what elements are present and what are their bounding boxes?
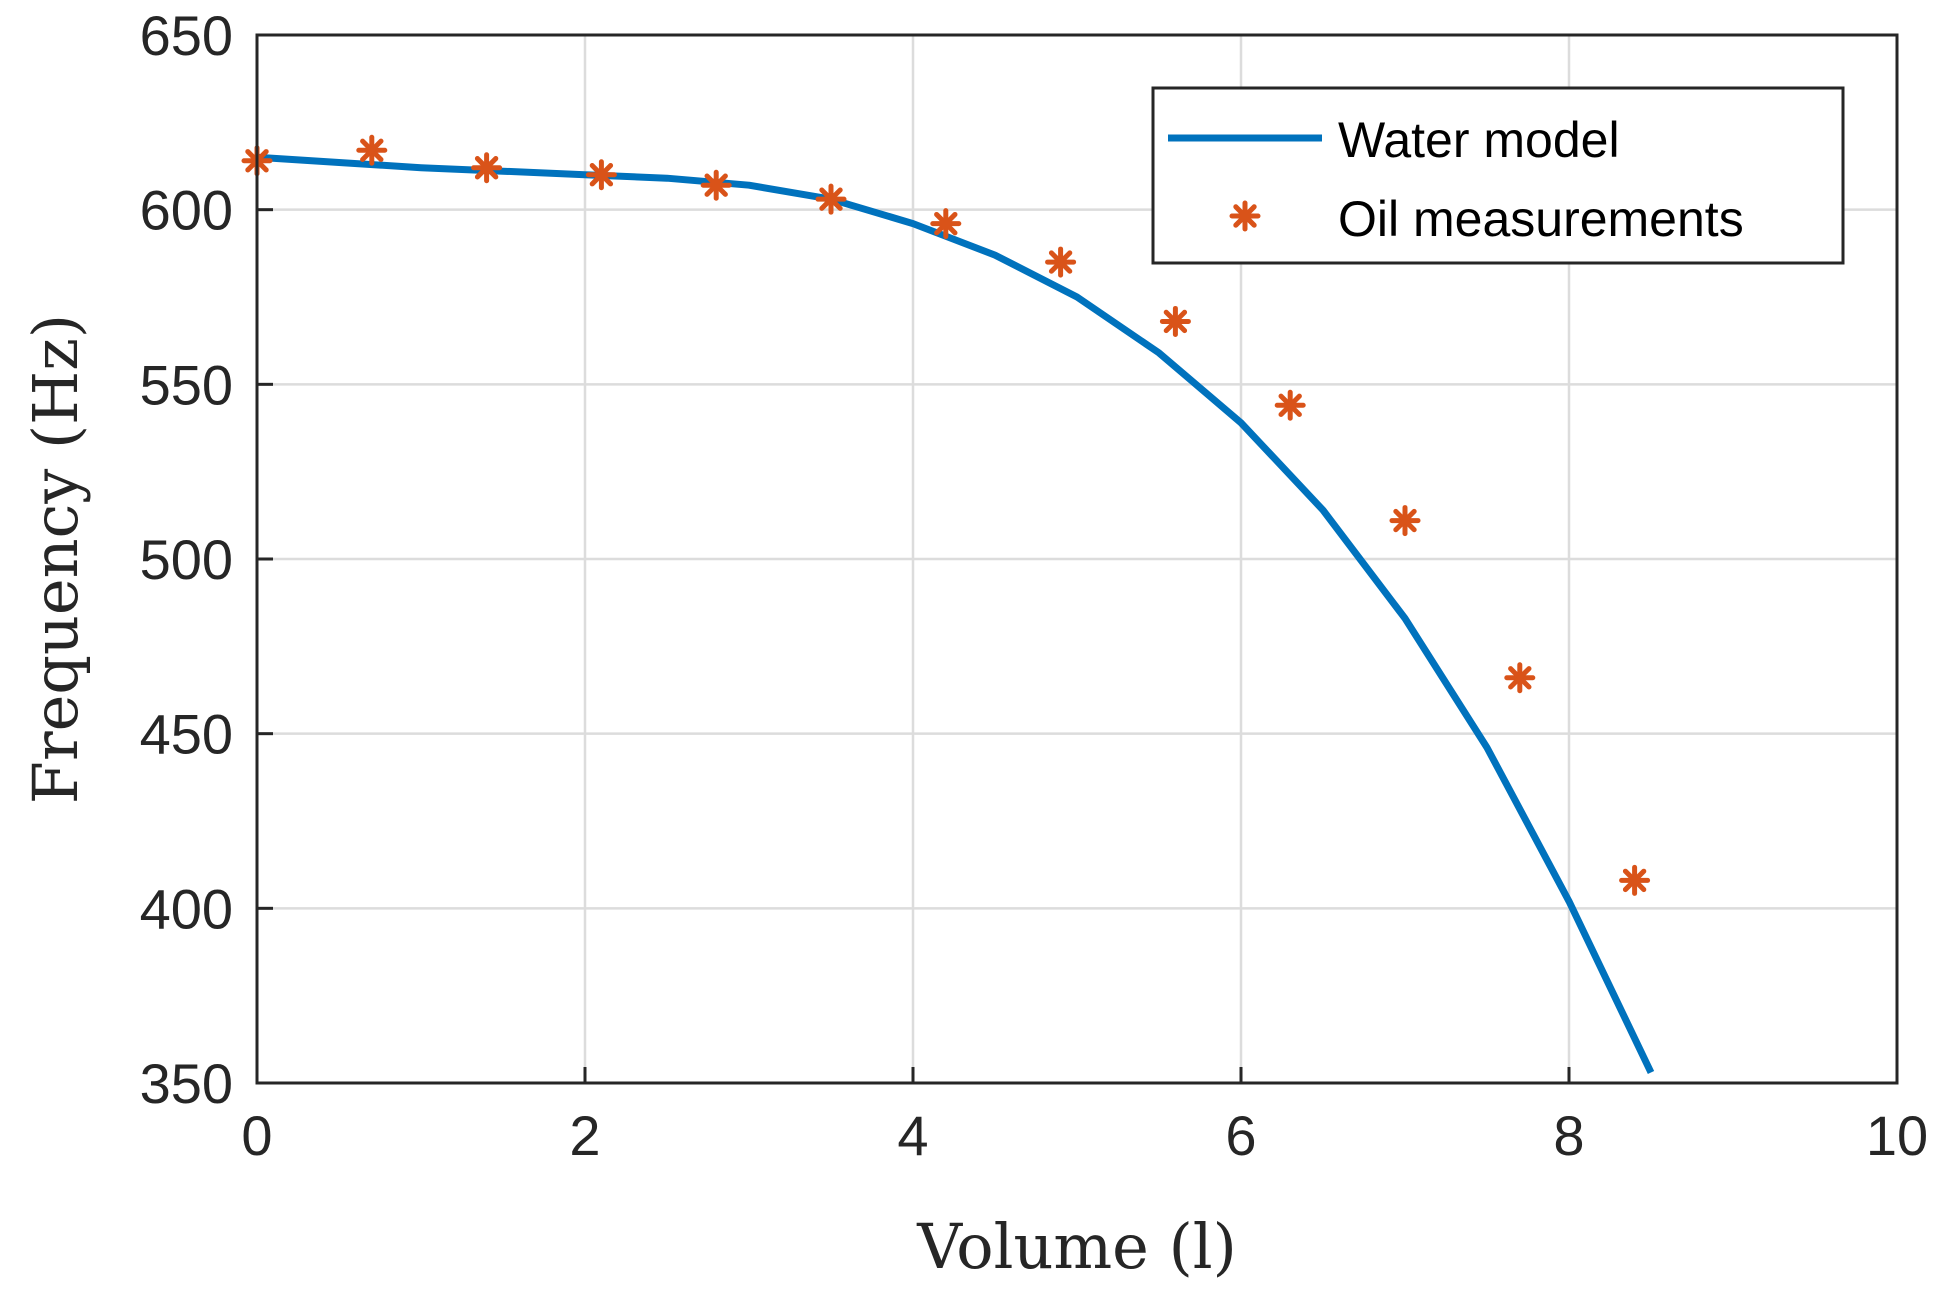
oil-measurement-point [471,152,503,184]
x-axis-label: Volume (l) [916,1210,1237,1283]
oil-measurement-point [700,169,732,201]
legend-asterisk-icon [1229,200,1261,232]
oil-measurement-point [815,183,847,215]
oil-measurement-point [1045,246,1077,278]
x-tick-label: 10 [1866,1104,1928,1167]
y-tick-label: 350 [140,1052,233,1115]
legend-box [1151,86,1845,265]
oil-measurement-point [356,134,388,166]
oil-measurement-point [1389,505,1421,537]
y-tick-label: 600 [140,179,233,242]
oil-measurement-point [1159,305,1191,337]
y-tick-label: 450 [140,703,233,766]
x-tick-label: 4 [897,1104,928,1167]
legend-label-water-model: Water model [1338,112,1620,168]
x-tick-label: 8 [1553,1104,1584,1167]
legend: Water model Oil measurements [1151,86,1845,265]
y-tick-label: 400 [140,877,233,940]
legend-asterisk-marker [1229,200,1261,232]
y-axis-label: Frequency (Hz) [19,314,92,804]
y-axis-ticks: 350 400 450 500 550 600 650 [140,4,273,1115]
y-tick-label: 650 [140,4,233,67]
x-tick-label: 0 [241,1104,272,1167]
oil-measurement-point [1619,864,1651,896]
oil-measurement-point [930,208,962,240]
x-tick-label: 2 [569,1104,600,1167]
oil-measurement-point [1504,662,1536,694]
oil-measurements-series [241,134,1651,896]
oil-measurement-point [585,159,617,191]
y-tick-label: 500 [140,528,233,591]
x-tick-label: 6 [1225,1104,1256,1167]
legend-label-oil-measurements: Oil measurements [1338,191,1744,247]
x-axis-ticks: 0 2 4 6 8 10 [241,1067,1928,1167]
y-tick-label: 550 [140,353,233,416]
oil-measurement-point [1274,389,1306,421]
